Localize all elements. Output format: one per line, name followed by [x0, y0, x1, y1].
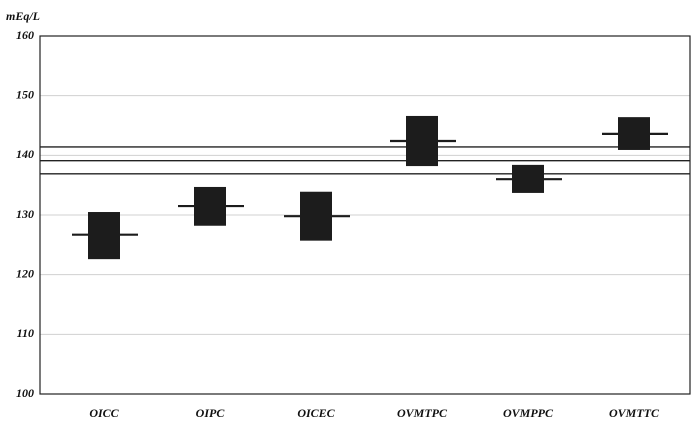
- x-tick-label: OICC: [89, 406, 119, 420]
- y-tick-label: 150: [16, 87, 34, 101]
- x-tick-label: OVMPPC: [503, 406, 554, 420]
- plot-frame: [39, 35, 691, 395]
- y-tick-label: 130: [16, 207, 34, 221]
- y-tick-label: 100: [16, 386, 34, 400]
- x-tick-label: OICEC: [297, 406, 335, 420]
- y-tick-label: 140: [16, 147, 34, 161]
- x-tick-label: OVMTPC: [397, 406, 448, 420]
- x-tick-label: OVMTTC: [609, 406, 660, 420]
- y-tick-label: 110: [17, 326, 34, 340]
- y-tick-label: 120: [16, 266, 34, 280]
- x-tick-label: OIPC: [196, 406, 226, 420]
- y-tick-label: 160: [16, 28, 34, 42]
- y-axis-label: mEq/L: [6, 9, 40, 23]
